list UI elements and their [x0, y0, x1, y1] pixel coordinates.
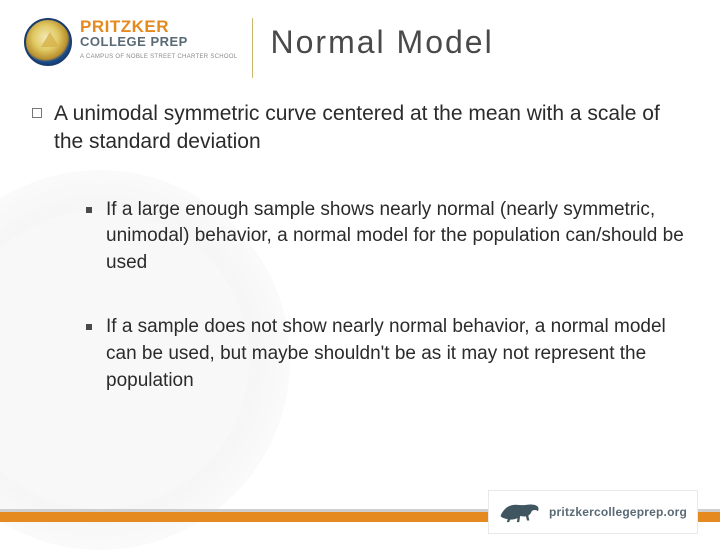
sub-bullet-text: If a large enough sample shows nearly no… — [106, 197, 688, 277]
square-bullet-icon — [86, 207, 92, 213]
main-bullet-text: A unimodal symmetric curve centered at t… — [54, 100, 688, 157]
square-bullet-icon — [86, 324, 92, 330]
sub-bullet-list: If a large enough sample shows nearly no… — [86, 197, 688, 395]
header-divider — [252, 18, 253, 78]
sub-bullet: If a sample does not show nearly normal … — [86, 314, 688, 394]
logo-block: PRITZKER COLLEGE PREP A CAMPUS OF NOBLE … — [24, 18, 238, 66]
page-title: Normal Model — [271, 24, 494, 61]
header: PRITZKER COLLEGE PREP A CAMPUS OF NOBLE … — [24, 18, 696, 78]
content: A unimodal symmetric curve centered at t… — [32, 100, 688, 432]
panther-icon — [499, 497, 541, 527]
main-bullet: A unimodal symmetric curve centered at t… — [32, 100, 688, 157]
sub-bullet-text: If a sample does not show nearly normal … — [106, 314, 688, 394]
school-seal-icon — [24, 18, 72, 66]
square-bullet-icon — [32, 108, 42, 118]
footer-badge: pritzkercollegeprep.org — [488, 490, 698, 534]
brand-tagline: A CAMPUS OF NOBLE STREET CHARTER SCHOOL — [80, 54, 238, 60]
brand-text: PRITZKER COLLEGE PREP A CAMPUS OF NOBLE … — [80, 18, 238, 60]
footer-url: pritzkercollegeprep.org — [549, 505, 687, 519]
brand-name: PRITZKER — [80, 18, 238, 35]
brand-subtitle: COLLEGE PREP — [80, 35, 238, 48]
sub-bullet: If a large enough sample shows nearly no… — [86, 197, 688, 277]
